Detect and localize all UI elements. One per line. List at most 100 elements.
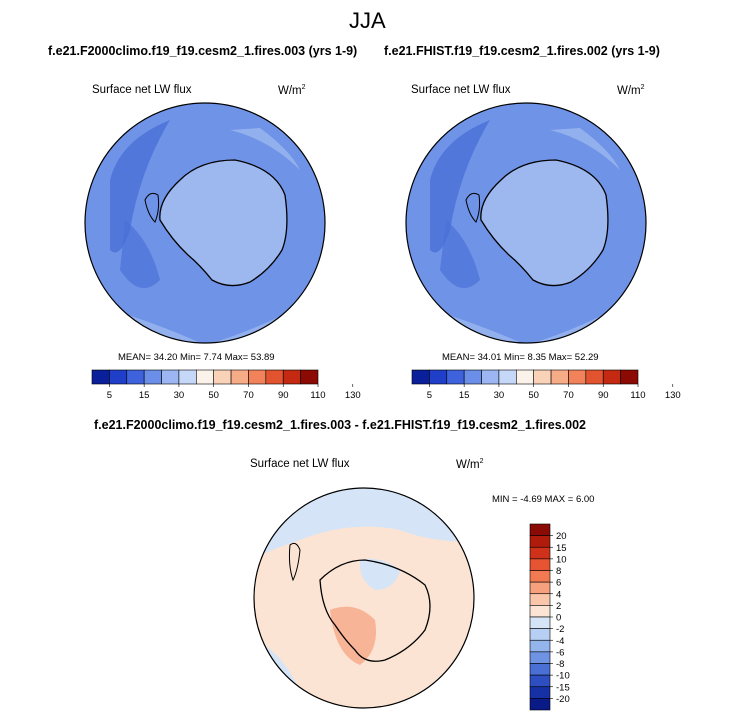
panel1-colorbar-cell — [109, 369, 128, 385]
diff-colorbar-cell — [529, 546, 551, 560]
panel2-colorbar-tick-label: 15 — [459, 390, 470, 401]
panel2-antarctica-fill — [480, 160, 608, 286]
panel1-colorbar-cell — [213, 369, 232, 385]
panel2-colorbar-tick-label: 5 — [427, 390, 432, 401]
panel1-case-title: f.e21.F2000climo.f19_f19.cesm2_1.fires.0… — [48, 44, 358, 58]
diff-map-border — [253, 487, 475, 709]
diff-colorbar-tick-label: 20 — [556, 531, 567, 542]
diff-colorbar-cell — [529, 639, 551, 653]
panel1-colorbar-tick-label: 130 — [345, 390, 361, 401]
panel2-colorbar-cell — [568, 369, 587, 385]
diff-colorbar-cell — [529, 605, 551, 618]
panel1-low-zone — [110, 120, 170, 253]
diff-colorbar-cell — [529, 535, 551, 548]
panel2-stats: MEAN= 34.01 Min= 8.35 Max= 52.29 — [442, 352, 599, 363]
panel2-colorbar-tick-label: 110 — [630, 390, 645, 401]
panel2-colorbar-cell — [498, 369, 517, 385]
panel1-colorbar-cell — [126, 369, 145, 385]
panel1-colorbar-tick-label: 5 — [107, 390, 112, 401]
panel1-coastline — [159, 159, 288, 287]
panel1-colorbar-tick-label: 110 — [310, 390, 325, 401]
panel1-peninsula-coast — [144, 192, 160, 223]
panel1-colorbar-cell — [161, 369, 180, 385]
panel2-colorbar-cell — [411, 369, 430, 385]
diff-colorbar-tick-label: 10 — [556, 554, 567, 565]
panel2-colorbar-tick-label: 30 — [494, 390, 505, 401]
panel2-low-zone — [430, 120, 490, 253]
diff-units-label: W/m2 — [456, 458, 484, 471]
panel2-colorbar-cell — [463, 369, 482, 385]
diff-colorbar-cell — [529, 698, 551, 711]
diff-colorbar-cell — [529, 523, 551, 536]
panel1-colorbar-cell — [230, 369, 249, 385]
panel1-map — [84, 102, 326, 344]
panel2-case-title: f.e21.FHIST.f19_f19.cesm2_1.fires.002 (y… — [384, 44, 660, 58]
panel2-units: W/m — [617, 84, 641, 97]
panel1-low-zone-2 — [120, 220, 160, 288]
panel1-colorbar-cell — [300, 369, 319, 385]
panel2-low-zone-2 — [440, 220, 480, 288]
diff-colorbar-cell — [529, 581, 551, 595]
panel1-colorbar-tick-label: 15 — [139, 390, 150, 401]
diff-units-exp: 2 — [479, 458, 484, 465]
diff-coastline — [319, 559, 431, 662]
diff-colorbar-tick-label: 15 — [556, 543, 567, 554]
diff-colorbar-tick-label: -2 — [556, 624, 564, 635]
panel1-colorbar-cell — [282, 369, 301, 385]
panel2-peninsula-coast — [465, 192, 481, 223]
panel2-colorbar-cell — [602, 369, 621, 385]
panel1-map-border — [84, 102, 326, 344]
panel2-colorbar-cell — [481, 369, 500, 385]
panel2-colorbar-cell — [516, 369, 534, 385]
diff-title: f.e21.F2000climo.f19_f19.cesm2_1.fires.0… — [94, 418, 586, 432]
panel1-stats: MEAN= 34.20 Min= 7.74 Max= 53.89 — [118, 352, 275, 363]
diff-colorbar-cell — [529, 558, 551, 571]
diff-colorbar-tick-label: -20 — [556, 694, 570, 705]
panel1-units-exp: 2 — [301, 84, 306, 91]
panel2-units-label: W/m2 — [617, 84, 645, 97]
panel2-colorbar-cell — [550, 369, 569, 385]
panel1-colorbar-cell — [248, 369, 267, 385]
diff-colorbar-tick-label: 2 — [556, 601, 561, 612]
diff-colorbar-tick-label: -4 — [556, 636, 564, 647]
diff-units: W/m — [456, 458, 480, 471]
panel2-map-border — [405, 102, 647, 344]
diff-colorbar-cell — [529, 686, 551, 699]
diff-colorbar-cell — [529, 674, 551, 688]
panel1-colorbar-tick-label: 70 — [243, 390, 254, 401]
panel2-variable-label: Surface net LW flux — [411, 84, 511, 96]
panel1-mid-zone — [230, 128, 300, 170]
panel1-colorbar-tick-label: 90 — [278, 390, 289, 401]
panel2-colorbar-tick-label: 90 — [598, 390, 609, 401]
panel1-colorbar: 5 15 30 50 70 90 110 130 — [91, 369, 361, 401]
figure-title: JJA — [349, 8, 386, 33]
diff-colorbar-tick-label: 0 — [556, 613, 561, 624]
diff-peninsula-coast — [288, 542, 301, 582]
panel2-mid-zone — [550, 128, 620, 170]
panel2-colorbar: 5 15 30 50 70 90 110 130 — [411, 369, 681, 401]
diff-colorbar-tick-label: -15 — [556, 682, 570, 693]
panel2-colorbar-tick-label: 50 — [528, 390, 539, 401]
diff-colorbar-cell — [529, 616, 551, 629]
panel2-colorbar-tick-label: 130 — [665, 390, 681, 401]
panel2-colorbar-cell — [620, 369, 639, 385]
diff-pos-strong — [330, 606, 376, 665]
panel1-colorbar-cell — [196, 369, 214, 385]
panel2-units-exp: 2 — [640, 84, 645, 91]
diff-colorbar-tick-label: -6 — [556, 647, 564, 658]
diff-colorbar-tick-label: 8 — [556, 566, 561, 577]
diff-colorbar-cell — [529, 570, 551, 583]
diff-colorbar-tick-label: -10 — [556, 671, 570, 682]
diff-map — [253, 487, 475, 709]
panel1-colorbar-cell — [143, 369, 162, 385]
diff-colorbar-cell — [529, 593, 551, 606]
panel2-colorbar-cell — [585, 369, 604, 385]
panel1-colorbar-cell — [265, 369, 284, 385]
panel1-colorbar-cell — [178, 369, 197, 385]
panel1-antarctica-fill — [159, 160, 287, 286]
diff-colorbar-tick-label: -8 — [556, 659, 564, 670]
panel2-coastline — [480, 159, 609, 287]
diff-colorbar-cell — [529, 651, 551, 664]
